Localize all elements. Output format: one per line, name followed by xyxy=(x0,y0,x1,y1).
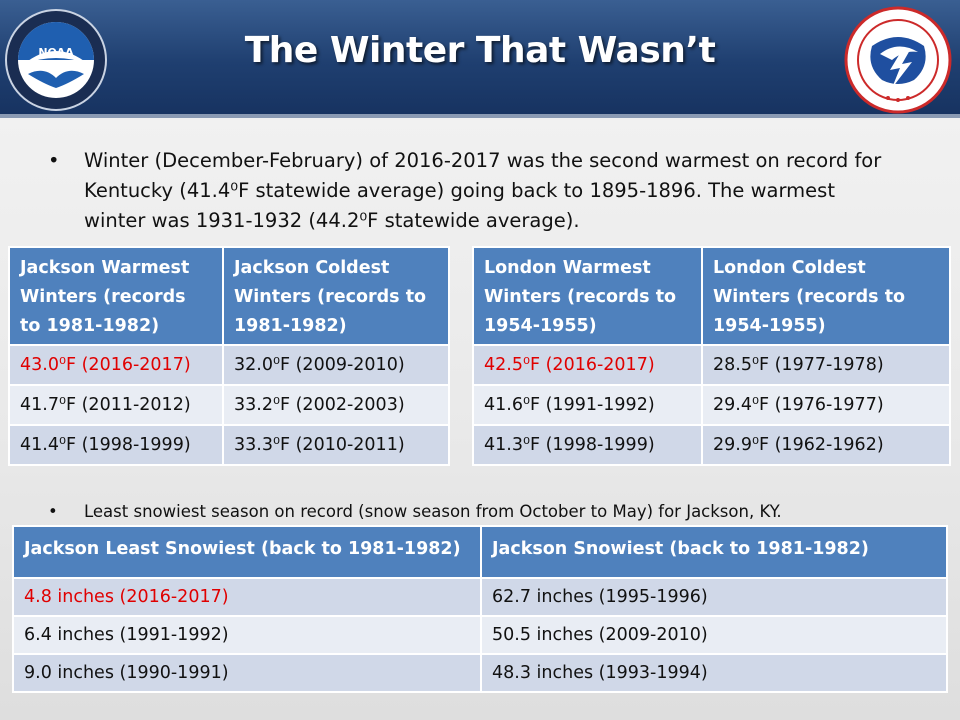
title-banner: NOAA The Winter That Wasn’t xyxy=(0,0,960,118)
jackson-temperature-table: Jackson Warmest Winters (records to 1981… xyxy=(8,246,450,466)
table-cell: 62.7 inches (1995-1996) xyxy=(480,577,948,617)
table-row: 9.0 inches (1990-1991) 48.3 inches (1993… xyxy=(12,653,948,693)
table-header: Jackson Coldest Winters (records to 1981… xyxy=(222,246,450,346)
london-temperature-table: London Warmest Winters (records to 1954-… xyxy=(472,246,951,466)
table-cell: 33.2⁰F (2002-2003) xyxy=(222,384,450,426)
table-row: 41.4⁰F (1998-1999) 33.3⁰F (2010-2011) xyxy=(8,424,450,466)
table-cell: 41.7⁰F (2011-2012) xyxy=(8,384,224,426)
table-row: 4.8 inches (2016-2017) 62.7 inches (1995… xyxy=(12,577,948,617)
table-cell: 29.9⁰F (1962-1962) xyxy=(701,424,951,466)
table-cell: 41.6⁰F (1991-1992) xyxy=(472,384,703,426)
nws-seal-icon xyxy=(844,6,952,114)
table-cell: 32.0⁰F (2009-2010) xyxy=(222,344,450,386)
bullet-winter-summary: • Winter (December-February) of 2016-201… xyxy=(48,146,898,236)
noaa-seal-icon: NOAA xyxy=(5,9,107,111)
table-row: 41.3⁰F (1998-1999) 29.9⁰F (1962-1962) xyxy=(472,424,951,466)
table-cell: 41.3⁰F (1998-1999) xyxy=(472,424,703,466)
table-header: London Coldest Winters (records to 1954-… xyxy=(701,246,951,346)
table-header: Jackson Least Snowiest (back to 1981-198… xyxy=(12,525,482,579)
table-cell: 28.5⁰F (1977-1978) xyxy=(701,344,951,386)
bullet-dot: • xyxy=(48,502,58,521)
noaa-logo-text: NOAA xyxy=(38,46,74,59)
table-row: 43.0⁰F (2016-2017) 32.0⁰F (2009-2010) xyxy=(8,344,450,386)
table-cell: 50.5 inches (2009-2010) xyxy=(480,615,948,655)
table-cell: 9.0 inches (1990-1991) xyxy=(12,653,482,693)
table-cell: 33.3⁰F (2010-2011) xyxy=(222,424,450,466)
table-cell: 41.4⁰F (1998-1999) xyxy=(8,424,224,466)
table-row: 42.5⁰F (2016-2017) 28.5⁰F (1977-1978) xyxy=(472,344,951,386)
bullet-text: Winter (December-February) of 2016-2017 … xyxy=(84,149,882,232)
table-row: 41.7⁰F (2011-2012) 33.2⁰F (2002-2003) xyxy=(8,384,450,426)
table-cell: 29.4⁰F (1976-1977) xyxy=(701,384,951,426)
bullet-snow-summary: • Least snowiest season on record (snow … xyxy=(48,500,948,524)
table-header: Jackson Snowiest (back to 1981-1982) xyxy=(480,525,948,579)
table-cell: 6.4 inches (1991-1992) xyxy=(12,615,482,655)
jackson-snow-table: Jackson Least Snowiest (back to 1981-198… xyxy=(12,525,948,693)
table-cell: 43.0⁰F (2016-2017) xyxy=(8,344,224,386)
table-cell: 42.5⁰F (2016-2017) xyxy=(472,344,703,386)
table-cell: 4.8 inches (2016-2017) xyxy=(12,577,482,617)
bullet-dot: • xyxy=(48,149,60,172)
table-row: 41.6⁰F (1991-1992) 29.4⁰F (1976-1977) xyxy=(472,384,951,426)
table-cell: 48.3 inches (1993-1994) xyxy=(480,653,948,693)
table-header: Jackson Warmest Winters (records to 1981… xyxy=(8,246,224,346)
table-header: London Warmest Winters (records to 1954-… xyxy=(472,246,703,346)
table-row: 6.4 inches (1991-1992) 50.5 inches (2009… xyxy=(12,615,948,655)
bullet-text: Least snowiest season on record (snow se… xyxy=(84,502,782,521)
page-title: The Winter That Wasn’t xyxy=(244,30,716,71)
